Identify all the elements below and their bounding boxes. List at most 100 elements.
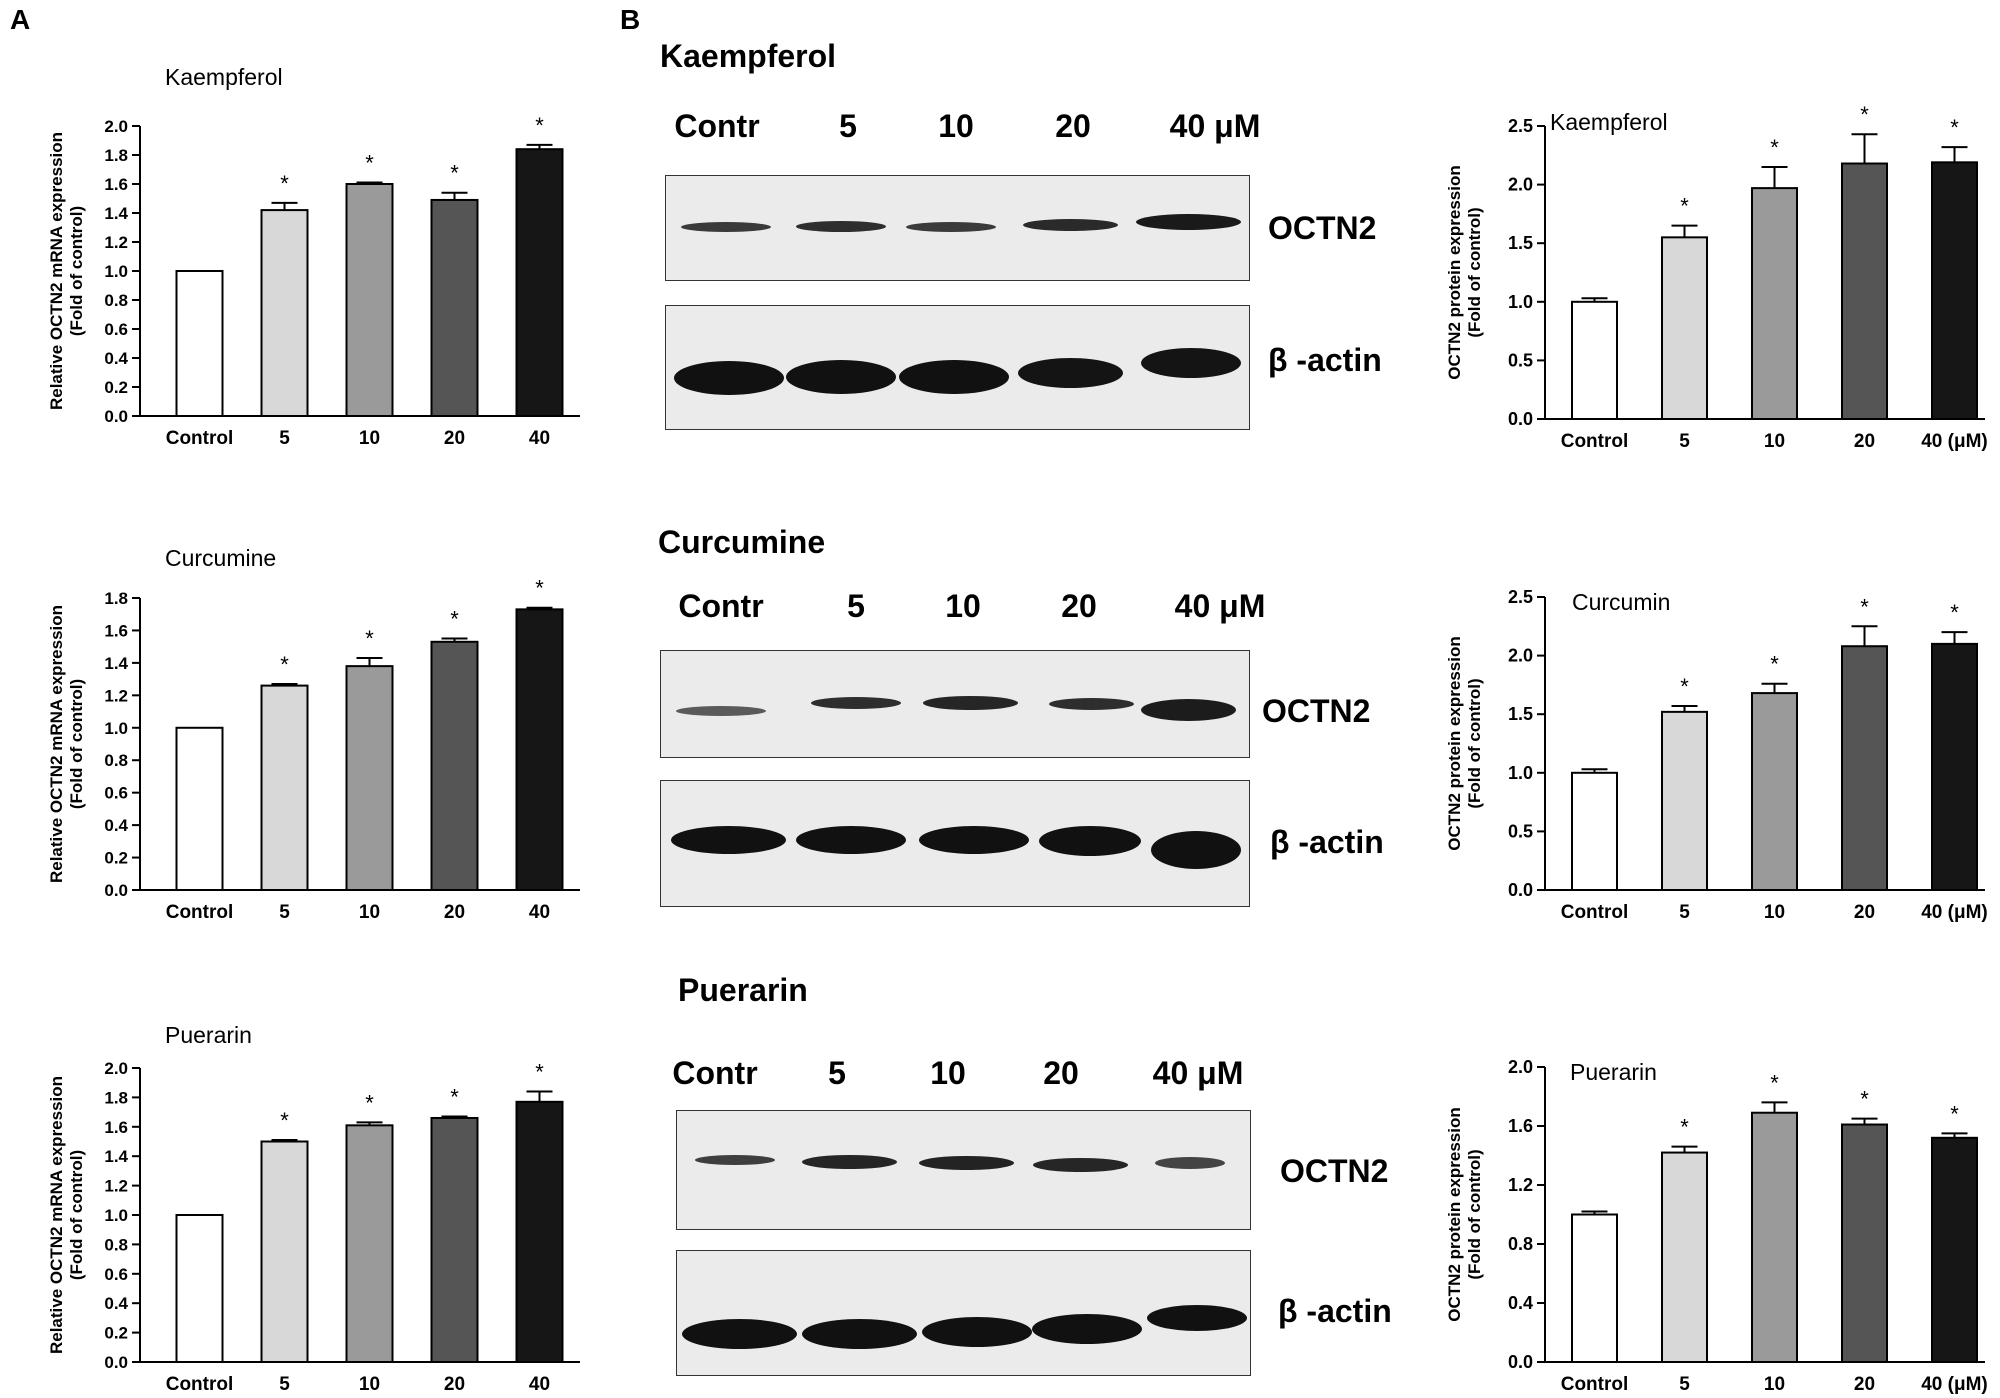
x-tick-label: 10 bbox=[359, 1374, 380, 1395]
y-tick-label: 1.2 bbox=[1508, 1175, 1533, 1195]
significance-marker: * bbox=[280, 171, 289, 196]
blot-band bbox=[919, 826, 1029, 854]
blot-band bbox=[796, 221, 886, 232]
blot-label-octn2: OCTN2 bbox=[1280, 1153, 1389, 1189]
blot-band bbox=[1136, 214, 1241, 230]
significance-marker: * bbox=[1770, 1070, 1779, 1095]
x-tick-label: Control bbox=[166, 428, 234, 449]
lane-label: 40 μM bbox=[1152, 1055, 1244, 1091]
lane-label: 10 bbox=[938, 108, 974, 144]
y-tick-label: 2.0 bbox=[1508, 1057, 1533, 1077]
y-tick-label: 1.4 bbox=[104, 204, 128, 223]
significance-marker: * bbox=[450, 161, 459, 186]
x-tick-label: 40 bbox=[529, 1374, 550, 1395]
blot-beta-actin bbox=[660, 780, 1250, 907]
lane-label: 20 bbox=[1061, 588, 1097, 624]
y-tick-label: 2.0 bbox=[104, 117, 128, 136]
bar bbox=[515, 1100, 564, 1364]
blot-band bbox=[923, 696, 1018, 710]
x-tick-label: 5 bbox=[1679, 431, 1690, 452]
x-tick-label: 40 (μM) bbox=[1921, 902, 1988, 923]
blot-band bbox=[681, 222, 771, 232]
bar bbox=[1841, 645, 1888, 891]
y-tick-label: 0.6 bbox=[104, 320, 128, 339]
y-tick-label: 1.6 bbox=[104, 175, 128, 194]
bar bbox=[1751, 187, 1798, 420]
y-tick-label: 2.0 bbox=[104, 1059, 128, 1078]
bar bbox=[345, 665, 394, 892]
x-tick-label: 5 bbox=[1679, 902, 1690, 923]
y-tick-label: 2.5 bbox=[1508, 587, 1533, 607]
y-axis-label: (Fold of control) bbox=[1465, 207, 1484, 337]
blot-label-beta-actin: β -actin bbox=[1270, 824, 1384, 860]
blot-band bbox=[1155, 1157, 1225, 1169]
y-tick-label: 0.8 bbox=[104, 291, 128, 310]
significance-marker: * bbox=[1950, 600, 1959, 625]
x-tick-label: 10 bbox=[359, 428, 380, 449]
y-axis-label: (Fold of control) bbox=[1465, 1149, 1484, 1279]
blot-band bbox=[802, 1319, 917, 1349]
blot-label-beta-actin: β -actin bbox=[1268, 342, 1382, 378]
blot-label-octn2: OCTN2 bbox=[1262, 693, 1371, 729]
y-axis-label: OCTN2 protein expression bbox=[1445, 1107, 1464, 1321]
blot-title: Kaempferol bbox=[660, 38, 837, 74]
significance-marker: * bbox=[1770, 135, 1779, 160]
significance-marker: * bbox=[450, 1085, 459, 1110]
x-tick-label: 40 (μM) bbox=[1921, 1374, 1988, 1395]
significance-marker: * bbox=[280, 652, 289, 677]
y-tick-label: 2.5 bbox=[1508, 116, 1533, 136]
y-tick-label: 0.4 bbox=[104, 816, 128, 835]
significance-marker: * bbox=[365, 626, 374, 651]
significance-marker: * bbox=[535, 1060, 544, 1085]
y-tick-label: 0.4 bbox=[1508, 1293, 1533, 1313]
blot-band bbox=[899, 360, 1009, 394]
blot-band bbox=[1018, 358, 1123, 388]
y-tick-label: 0.0 bbox=[1508, 880, 1533, 900]
blot-band bbox=[676, 706, 766, 716]
y-tick-label: 0.0 bbox=[104, 407, 128, 426]
bar bbox=[430, 198, 479, 417]
x-tick-label: 10 bbox=[359, 902, 380, 923]
bar bbox=[515, 608, 564, 891]
y-tick-label: 1.0 bbox=[1508, 292, 1533, 312]
significance-marker: * bbox=[365, 1090, 374, 1115]
blot-band bbox=[1023, 219, 1118, 231]
bar bbox=[260, 209, 309, 417]
significance-marker: * bbox=[365, 151, 374, 176]
bar bbox=[175, 726, 224, 891]
blot-band bbox=[1049, 698, 1134, 710]
bar bbox=[1571, 300, 1618, 420]
bar bbox=[1571, 1213, 1618, 1363]
chart-title: Puerarin bbox=[165, 1022, 252, 1048]
y-tick-label: 1.0 bbox=[104, 719, 128, 738]
bar bbox=[515, 148, 564, 417]
significance-marker: * bbox=[1770, 652, 1779, 677]
x-tick-label: 10 bbox=[1764, 902, 1785, 923]
significance-marker: * bbox=[1680, 1115, 1689, 1140]
significance-marker: * bbox=[1950, 1101, 1959, 1126]
lane-label: 40 μM bbox=[1174, 588, 1266, 624]
y-tick-label: 1.8 bbox=[104, 589, 128, 608]
y-axis-label: (Fold of control) bbox=[67, 679, 86, 809]
blot-title: Curcumine bbox=[658, 524, 826, 560]
panel-label-a: A bbox=[10, 4, 31, 35]
lane-label: 40 μM bbox=[1169, 108, 1261, 144]
blot-band bbox=[1151, 831, 1241, 869]
panel-label-b: B bbox=[620, 4, 641, 35]
x-tick-label: 5 bbox=[279, 1374, 290, 1395]
bar bbox=[175, 270, 224, 417]
bar bbox=[430, 640, 479, 891]
blot-band bbox=[1141, 699, 1236, 721]
bar bbox=[260, 684, 309, 891]
y-tick-label: 0.0 bbox=[104, 1353, 128, 1372]
blot-title: Puerarin bbox=[678, 972, 808, 1008]
x-tick-label: 20 bbox=[1854, 1374, 1875, 1395]
y-tick-label: 1.5 bbox=[1508, 704, 1533, 724]
x-tick-label: Control bbox=[166, 1374, 234, 1395]
lane-label: 10 bbox=[930, 1055, 966, 1091]
y-tick-label: 1.0 bbox=[104, 262, 128, 281]
significance-marker: * bbox=[535, 576, 544, 601]
blot-label-octn2: OCTN2 bbox=[1268, 210, 1377, 246]
x-tick-label: 5 bbox=[279, 428, 290, 449]
chart-title: Curcumin bbox=[1572, 589, 1670, 615]
